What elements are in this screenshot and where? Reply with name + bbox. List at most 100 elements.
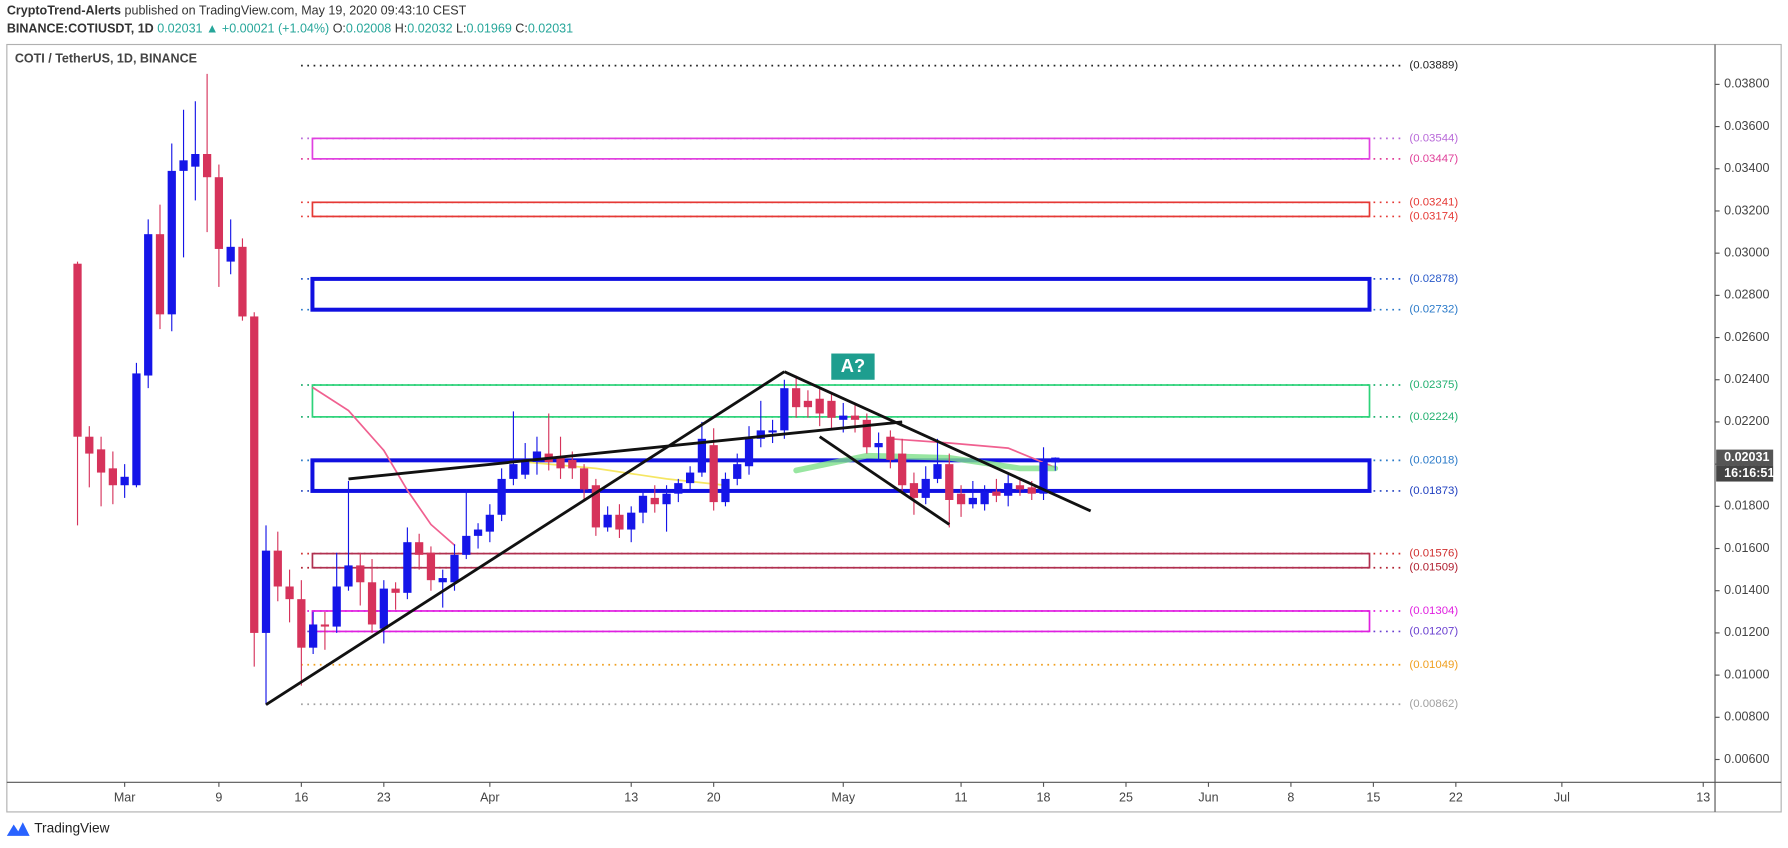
trendline bbox=[818, 435, 951, 526]
logo-text: TradingView bbox=[34, 821, 109, 836]
logo: TradingView bbox=[6, 821, 110, 836]
candle-body bbox=[1051, 457, 1060, 463]
candle-body bbox=[426, 552, 436, 581]
candle-body bbox=[462, 535, 471, 555]
candle-body bbox=[438, 578, 447, 583]
candle-body bbox=[1015, 485, 1025, 490]
price-tag-text: 0.02031 bbox=[1724, 450, 1769, 464]
candle-body bbox=[238, 246, 247, 317]
candle-body bbox=[155, 234, 165, 315]
candle-body bbox=[568, 459, 577, 469]
level-label: (0.01576) bbox=[1409, 548, 1458, 560]
candle-body bbox=[85, 436, 94, 454]
level-label: (0.03544) bbox=[1409, 132, 1458, 144]
chart-title: COTI / TetherUS, 1D, BINANCE bbox=[15, 52, 197, 66]
candle-body bbox=[415, 542, 424, 555]
candle-body bbox=[214, 177, 224, 249]
candle-body bbox=[827, 400, 836, 418]
y-tick-label: 0.02800 bbox=[1724, 288, 1769, 302]
candle-body bbox=[591, 485, 600, 528]
y-tick-label: 0.01600 bbox=[1724, 541, 1769, 555]
x-tick-label: Jul bbox=[1554, 791, 1570, 805]
candle-body bbox=[980, 491, 989, 505]
zone bbox=[311, 552, 1371, 569]
change: ▲ +0.00021 (+1.04%) bbox=[206, 22, 329, 36]
y-tick-label: 0.03400 bbox=[1724, 161, 1769, 175]
ohlc-label: L: bbox=[456, 22, 466, 36]
x-tick-label: 20 bbox=[707, 791, 721, 805]
candle-body bbox=[815, 398, 824, 414]
candle-body bbox=[367, 582, 377, 625]
level-label: (0.03889) bbox=[1409, 60, 1458, 72]
ohlc-label: C: bbox=[515, 22, 528, 36]
candle-body bbox=[132, 373, 141, 486]
candle-body bbox=[179, 160, 188, 171]
candle-body bbox=[921, 478, 930, 498]
candle-body bbox=[992, 491, 1001, 496]
candle-body bbox=[886, 436, 895, 460]
candle-body bbox=[1039, 462, 1048, 494]
trendline bbox=[783, 370, 1092, 513]
candle-body bbox=[662, 493, 671, 505]
candle-body bbox=[297, 599, 306, 648]
y-tick-label: 0.02400 bbox=[1724, 372, 1769, 386]
level-label: (0.02375) bbox=[1409, 379, 1458, 391]
candle-body bbox=[721, 478, 730, 503]
candle-body bbox=[332, 586, 341, 627]
candle-body bbox=[850, 415, 860, 420]
candle-body bbox=[96, 449, 106, 473]
ohlc-value: 0.02032 bbox=[407, 22, 452, 36]
x-tick-label: Jun bbox=[1198, 791, 1218, 805]
x-tick-label: 23 bbox=[377, 791, 391, 805]
candle-body bbox=[627, 512, 636, 530]
candle-body bbox=[898, 453, 907, 486]
candle-body bbox=[250, 316, 259, 633]
candle-body bbox=[73, 263, 82, 437]
x-tick-label: 15 bbox=[1366, 791, 1380, 805]
candle-body bbox=[191, 154, 200, 167]
indicator-line bbox=[312, 386, 456, 547]
y-tick-label: 0.00600 bbox=[1724, 752, 1769, 766]
candle-body bbox=[697, 438, 707, 473]
candle-body bbox=[603, 514, 612, 528]
candle-body bbox=[273, 550, 282, 587]
candle-body bbox=[933, 464, 942, 479]
candle-body bbox=[709, 445, 718, 503]
candle-body bbox=[744, 438, 754, 467]
level-label: (0.03447) bbox=[1409, 153, 1458, 165]
countdown-tag bbox=[1716, 465, 1774, 482]
candle-body bbox=[497, 478, 506, 515]
x-tick-label: Apr bbox=[480, 791, 500, 805]
symbol: BINANCE:COTIUSDT, 1D bbox=[7, 22, 154, 36]
y-tick-label: 0.01200 bbox=[1724, 625, 1769, 639]
candle-body bbox=[226, 246, 235, 262]
author: CryptoTrend-Alerts bbox=[7, 4, 121, 18]
candle-body bbox=[674, 483, 683, 494]
level-label: (0.01049) bbox=[1409, 659, 1458, 671]
indicator-line bbox=[889, 437, 1057, 469]
x-tick-label: 18 bbox=[1037, 791, 1051, 805]
zone bbox=[311, 137, 1371, 160]
candle-body bbox=[780, 388, 789, 431]
y-tick-label: 0.01400 bbox=[1724, 583, 1769, 597]
logo-icon bbox=[6, 822, 30, 836]
candle-body bbox=[202, 154, 212, 178]
x-tick-label: 11 bbox=[955, 791, 968, 805]
candle-body bbox=[733, 464, 742, 479]
candle-body bbox=[579, 468, 589, 490]
annotation-box bbox=[831, 353, 875, 380]
level-label: (0.02224) bbox=[1409, 411, 1458, 423]
candle-body bbox=[521, 459, 530, 475]
ohlc-value: 0.02031 bbox=[528, 22, 573, 36]
y-tick-label: 0.03600 bbox=[1724, 119, 1769, 133]
candle-body bbox=[320, 624, 330, 627]
zone bbox=[310, 276, 1372, 312]
level-label: (0.02732) bbox=[1409, 304, 1458, 316]
x-tick-label: 13 bbox=[1696, 791, 1710, 805]
x-tick-label: 22 bbox=[1449, 791, 1463, 805]
candle-body bbox=[638, 495, 648, 513]
level-label: (0.01207) bbox=[1409, 625, 1458, 637]
level-label: (0.01304) bbox=[1409, 605, 1458, 617]
y-tick-label: 0.03800 bbox=[1724, 77, 1769, 91]
candle-body bbox=[1004, 483, 1013, 496]
